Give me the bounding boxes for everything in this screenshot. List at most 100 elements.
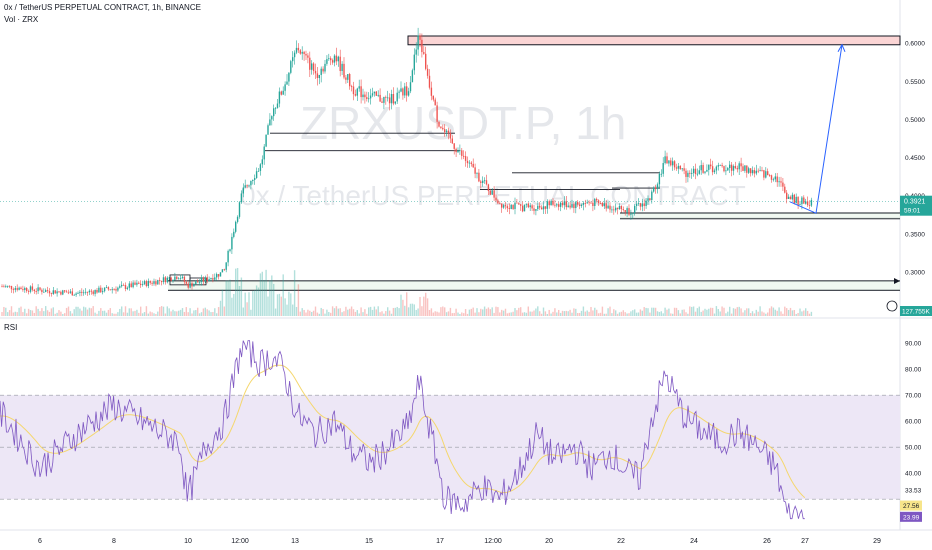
volume-bar [191,313,193,316]
candle-body [88,290,91,293]
candle-body [358,86,360,89]
volume-bar [216,313,218,316]
volume-bar [603,313,605,316]
candle-body [79,291,81,293]
projection-path[interactable] [789,44,843,214]
volume-bar [586,310,588,316]
volume-bar [102,310,104,316]
volume-bar [732,308,735,316]
volume-bar [83,306,85,316]
volume-bar [255,285,258,316]
volume-bar [288,291,290,316]
volume-bar [352,309,355,316]
time-tick-label: 27 [801,538,809,545]
candle-body [613,209,615,211]
volume-bar [643,307,645,316]
volume-bar [240,277,243,316]
volume-bar [286,304,288,316]
candle-body [641,203,643,207]
candle-body [772,179,775,181]
candle-body [60,291,62,295]
volume-bar [295,306,298,316]
candle-body [130,283,132,288]
candle-body [580,204,583,206]
last-price-label: 0.3921 [904,199,926,206]
volume-bar [62,313,64,316]
candle-body [7,285,9,287]
candle-body [706,169,708,172]
volume-bar [687,313,689,316]
volume-bar [628,313,630,316]
candle-body [274,107,277,109]
candle-body [400,88,402,92]
candle-body [65,291,68,293]
candle-body [651,191,653,201]
volume-bar [552,311,554,316]
volume-bar [371,309,374,316]
candle-body [132,282,134,288]
volume-bar [559,312,562,316]
candle-body [594,198,596,207]
rsi-tick-label: 50.00 [905,445,922,452]
volume-bar [647,308,649,316]
volume-bar [616,313,619,316]
candle-body [115,289,117,291]
volume-bar [776,310,778,316]
candle-body [86,291,89,293]
volume-bar [64,313,66,316]
candle-body [518,203,520,205]
scale-toggle-icon[interactable] [886,300,898,312]
candle-body [295,47,298,53]
candle-body [12,289,15,291]
volume-bar [261,271,263,316]
volume-bar [39,311,41,316]
volume-bar [466,313,469,316]
candle-body [377,94,379,96]
candle-body [415,49,417,55]
volume-bar [521,312,524,316]
candle-body [732,166,735,171]
volume-bar [556,312,558,316]
candle-body [301,51,303,54]
volume-bar [290,293,292,316]
volume-bar [162,306,165,316]
candle-body [26,287,28,292]
volume-bar [326,309,328,316]
volume-bar [761,311,763,316]
candle-body [715,166,718,171]
volume-bar [274,308,277,316]
volume-bar [305,312,307,316]
candle-body [368,98,370,100]
candle-body [360,86,362,98]
candle-body [423,52,425,54]
candle-body [489,191,491,195]
volume-bar [3,306,5,316]
volume-bar [153,313,155,316]
candle-body [307,55,309,58]
candle-body [392,94,395,104]
candle-body [111,289,113,291]
volume-bar [510,312,512,316]
volume-bar [698,306,700,316]
volume-bar [377,306,379,316]
candle-body [140,283,142,285]
volume-bar [421,306,423,316]
candle-body [727,168,729,171]
candle-body [510,205,512,209]
candle-body [166,277,168,283]
volume-bar [88,307,91,316]
volume-bar [368,307,370,316]
volume-bar [563,311,566,316]
volume-bar [713,313,716,316]
volume-bar [801,311,803,316]
volume-bar [31,310,34,316]
volume-bar [803,310,805,316]
volume-bar [52,307,54,316]
candle-body [721,165,723,167]
volume-bar [132,311,134,316]
supply-zone[interactable] [407,35,901,46]
volume-bar [26,313,28,316]
candle-body [525,203,528,205]
candle-body [487,184,490,192]
